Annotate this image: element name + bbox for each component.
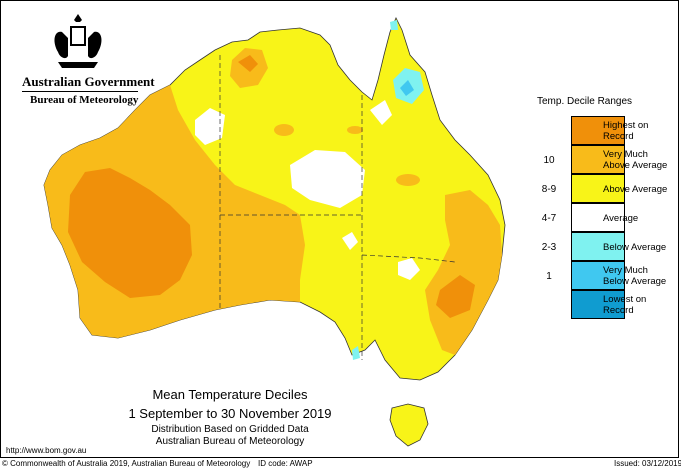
wa-highest-on-record — [68, 168, 192, 298]
header-divider — [22, 91, 138, 92]
legend-label: Above Average — [603, 184, 668, 195]
east-very-much-above — [425, 190, 502, 355]
legend-title: Temp. Decile Ranges — [537, 96, 633, 107]
legend-swatch — [571, 116, 625, 145]
map-subtitle-1: Distribution Based on Gridded Data — [151, 424, 309, 435]
legend-swatch — [571, 174, 625, 203]
average-central — [290, 150, 365, 208]
legend-swatch — [571, 203, 625, 232]
copyright: © Commonwealth of Australia 2019, Austra… — [2, 459, 251, 468]
tasmania — [389, 403, 429, 447]
below-average-capeyork — [390, 20, 398, 30]
very-much-below-qld — [400, 80, 414, 96]
legend-swatch — [571, 232, 625, 261]
legend-range: 4-7 — [541, 213, 557, 224]
bureau-name: Bureau of Meteorology — [30, 94, 139, 106]
map-frame — [0, 0, 679, 458]
qld-very-much-above-1 — [396, 174, 420, 186]
east-highest — [436, 275, 475, 318]
legend-label: Highest on Record — [603, 120, 649, 142]
map-period: 1 September to 30 November 2019 — [128, 406, 332, 421]
legend-swatch — [571, 145, 625, 174]
legend-label: Average — [603, 213, 639, 224]
legend-item: 1 Very Much Below Average — [535, 261, 681, 290]
legend-swatch — [571, 290, 625, 319]
legend-item: 4-7 Average — [535, 203, 681, 232]
below-average-sa — [352, 346, 360, 360]
legend-range: 1 — [546, 271, 552, 282]
average-qld — [370, 100, 392, 125]
map-title: Mean Temperature Deciles — [152, 387, 308, 402]
coat-of-arms-icon — [54, 14, 102, 68]
legend-item: 8-9 Above Average — [535, 174, 681, 203]
average-nt — [195, 108, 225, 145]
average-nsw — [398, 258, 420, 280]
map-subtitle-2: Australian Bureau of Meteorology — [155, 436, 305, 447]
kimberley-highest — [238, 55, 258, 72]
qld-very-much-above-2 — [347, 126, 363, 134]
legend-range: 2-3 — [541, 242, 557, 253]
legend-item: 10 Very Much Above Average — [535, 145, 681, 174]
legend-swatch — [571, 261, 625, 290]
government-name: Australian Government — [22, 74, 155, 89]
legend-item: 2-3 Below Average — [535, 232, 681, 261]
issued-date: Issued: 03/12/2019 — [614, 459, 681, 468]
average-sa — [342, 232, 358, 250]
nt-very-much-above — [274, 124, 294, 136]
legend-item: Highest on Record — [535, 116, 681, 145]
legend-item: Lowest on Record — [535, 290, 681, 319]
legend-label: Below Average — [603, 242, 667, 253]
id-code: ID code: AWAP — [258, 459, 313, 468]
legend-range: 10 — [543, 155, 555, 166]
legend-range: 8-9 — [541, 184, 557, 195]
state-borders — [219, 55, 456, 360]
legend-label: Very Much Below Average — [603, 265, 667, 287]
legend-label: Lowest on Record — [603, 294, 647, 316]
bom-url[interactable]: http://www.bom.gov.au — [6, 446, 87, 455]
legend-label: Very Much Above Average — [603, 149, 668, 171]
